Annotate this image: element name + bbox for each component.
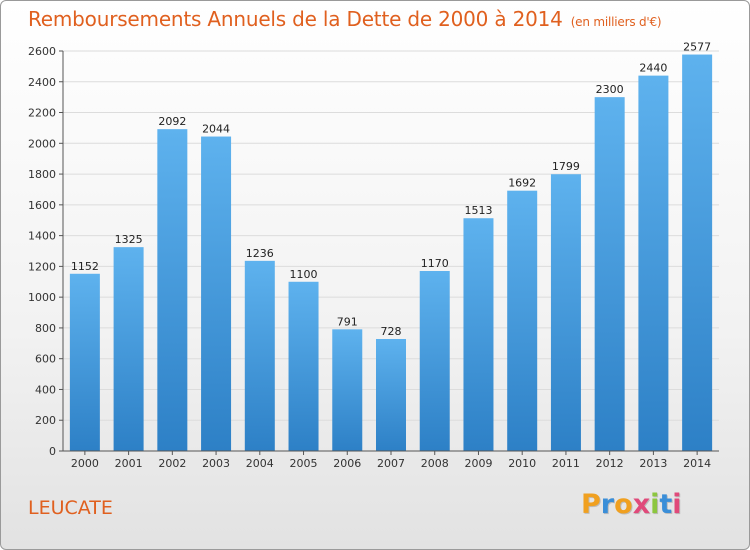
axes: 0 200 400 600 800 1000 1200 1400 1600 1800 2000 220… [28,45,719,470]
data-label: 1236 [246,247,274,260]
logo-letter: r [600,489,615,520]
logo-letter: x [632,489,651,520]
data-label: 1799 [552,160,580,173]
y-tick-label: 200 [35,414,56,427]
x-tick-label: 2003 [202,457,230,470]
y-tick-label: 2600 [28,45,56,58]
bar [638,75,669,451]
data-label: 1100 [290,268,318,281]
x-tick-label: 2013 [639,457,667,470]
data-label: 2044 [202,123,230,136]
chart-title-text: Remboursements Annuels de la Dette de 20… [28,7,563,31]
logo-letter: t [659,489,673,520]
y-tick-label: 1400 [28,230,56,243]
x-tick-label: 2012 [596,457,624,470]
bar [201,136,232,452]
y-tick-label: 2000 [28,137,56,150]
data-label: 2440 [639,62,667,75]
x-tick-label: 2001 [115,457,143,470]
bar [244,260,275,451]
bar [550,174,581,451]
bar [682,54,713,452]
x-tick-label: 2004 [246,457,274,470]
logo-letter: P [581,489,601,520]
x-tick-label: 2008 [421,457,449,470]
logo-letter: i [650,489,660,520]
y-tick-label: 1200 [28,260,56,273]
y-tick-label: 1000 [28,291,56,304]
data-label: 2577 [683,41,711,54]
y-tick-label: 800 [35,322,56,335]
proxiti-logo: Proxiti [581,489,682,520]
logo-letter: o [614,489,633,520]
x-tick-label: 2014 [683,457,711,470]
data-label: 2300 [596,83,624,96]
data-label: 2092 [158,115,186,128]
x-tick-label: 2002 [158,457,186,470]
y-tick-label: 0 [49,445,56,458]
city-name: LEUCATE [28,497,113,519]
y-tick-label: 2400 [28,76,56,89]
data-label: 1325 [115,233,143,246]
y-tick-label: 1800 [28,168,56,181]
data-label: 728 [381,325,402,338]
x-tick-label: 2006 [333,457,361,470]
bar [332,329,363,451]
chart-title: Remboursements Annuels de la Dette de 20… [28,7,662,31]
x-tick-label: 2011 [552,457,580,470]
unit-note: (en milliers d'€) [570,15,662,29]
x-tick-label: 2000 [71,457,99,470]
bar [69,273,100,451]
y-tick-label: 2200 [28,107,56,120]
data-label: 1152 [71,260,99,273]
data-label: 1513 [464,204,492,217]
data-label: 1692 [508,177,536,190]
bar [463,218,494,451]
bars: 1152 1325 2092 2044 1236 1100 791 728 1170 1513 16… [69,41,713,452]
data-label: 791 [337,315,358,328]
logo-letter: i [672,489,682,520]
bar [419,271,450,451]
y-tick-label: 600 [35,353,56,366]
bar [507,190,538,451]
x-tick-label: 2009 [464,457,492,470]
x-tick-label: 2010 [508,457,536,470]
bar [157,129,188,451]
bar [376,339,406,451]
bar [594,97,625,452]
x-tick-label: 2005 [290,457,318,470]
x-tick-label: 2007 [377,457,405,470]
y-tick-label: 1600 [28,199,56,212]
bar [288,281,319,451]
data-label: 1170 [421,257,449,270]
bar [113,247,144,451]
y-tick-label: 400 [35,383,56,396]
